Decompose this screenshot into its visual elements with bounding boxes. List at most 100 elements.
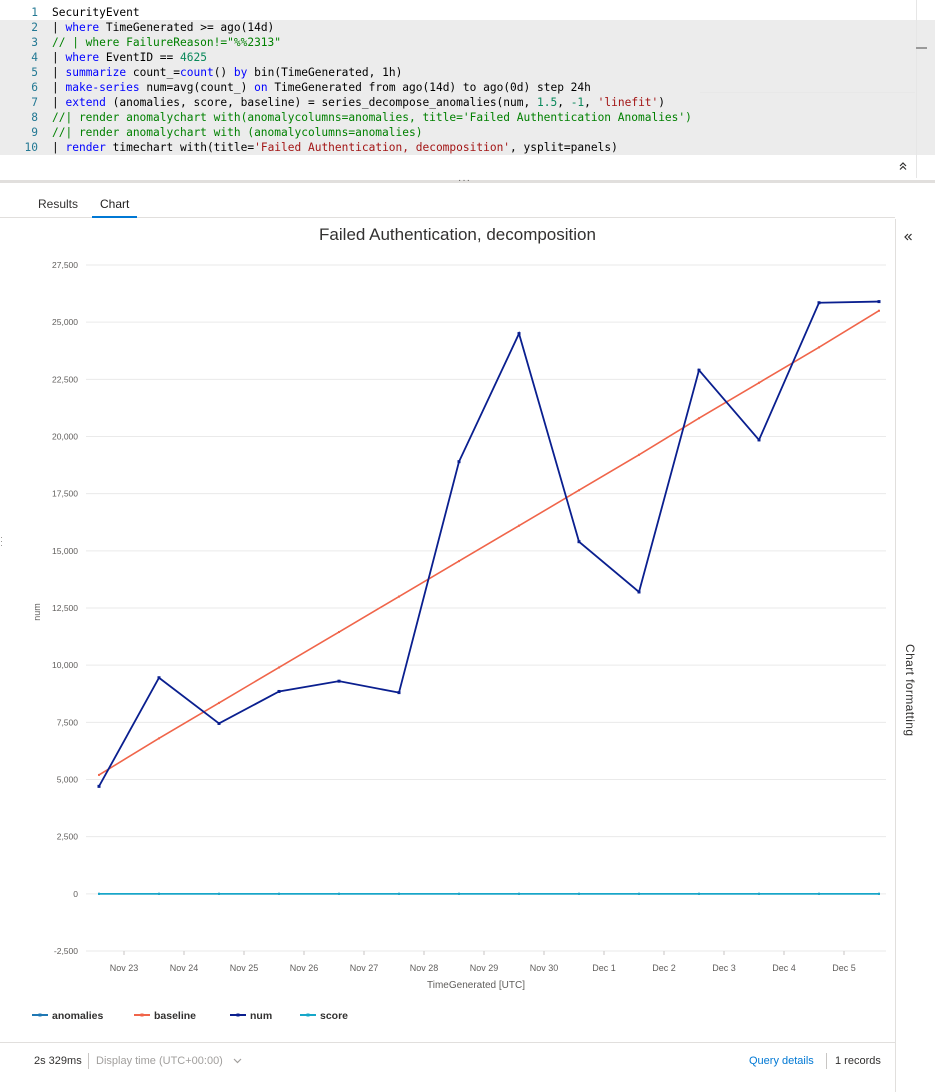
data-point-baseline: [818, 346, 820, 349]
code-line[interactable]: 2 | where TimeGenerated >= ago(14d): [0, 20, 935, 35]
x-tick-label: Dec 2: [652, 963, 676, 973]
code-token: |: [52, 81, 66, 94]
legend-label-baseline[interactable]: baseline: [154, 1010, 196, 1022]
code-line[interactable]: 1 SecurityEvent: [0, 5, 935, 20]
code-token: 'linefit': [597, 96, 659, 109]
double-chevron-up-icon[interactable]: [895, 160, 911, 176]
double-chevron-left-icon[interactable]: [902, 231, 914, 246]
x-tick-label: Dec 5: [832, 963, 856, 973]
code-text[interactable]: | make-series num=avg(count_) on TimeGen…: [52, 80, 591, 95]
code-token: TimeGenerated >= ago(14d): [99, 21, 275, 34]
line-number: 3: [31, 36, 38, 49]
data-point-score: [98, 892, 100, 895]
code-token: // | where FailureReason!="%%2313": [52, 36, 282, 49]
x-tick-label: Nov 28: [410, 963, 439, 973]
editor-results-splitter[interactable]: [0, 180, 935, 183]
query-details-link[interactable]: Query details: [749, 1055, 814, 1067]
data-point-num: [457, 460, 461, 464]
code-text[interactable]: | extend (anomalies, score, baseline) = …: [52, 95, 665, 110]
x-tick-label: Nov 23: [110, 963, 139, 973]
x-tick-label: Nov 24: [170, 963, 199, 973]
data-point-num: [817, 301, 821, 305]
data-point-baseline: [278, 666, 280, 669]
legend-label-num[interactable]: num: [250, 1010, 272, 1022]
tab-results[interactable]: Results: [38, 197, 79, 211]
x-tick-label: Dec 4: [772, 963, 796, 973]
code-text[interactable]: SecurityEvent: [52, 5, 140, 20]
code-text[interactable]: //| render anomalychart with(anomalycolu…: [52, 110, 692, 125]
data-point-baseline: [218, 701, 220, 704]
code-line[interactable]: 6 | make-series num=avg(count_) on TimeGe…: [0, 80, 935, 95]
divider: [826, 1053, 827, 1069]
code-text[interactable]: | render timechart with(title='Failed Au…: [52, 140, 618, 155]
data-point-score: [458, 892, 460, 895]
y-tick-label: 27,500: [52, 260, 78, 270]
tab-chart[interactable]: Chart: [91, 197, 138, 218]
code-token: EventID ==: [99, 51, 180, 64]
data-point-score: [698, 892, 700, 895]
code-line[interactable]: 8 //| render anomalychart with(anomalycol…: [0, 110, 935, 125]
code-text[interactable]: | where TimeGenerated >= ago(14d): [52, 20, 274, 35]
line-number: 6: [31, 81, 38, 94]
code-token: |: [52, 66, 66, 79]
data-point-baseline: [518, 524, 520, 527]
code-line[interactable]: 10 | render timechart with(title='Failed …: [0, 140, 935, 155]
display-time-select[interactable]: Display time (UTC+00:00): [96, 1055, 223, 1067]
data-point-baseline: [338, 631, 340, 634]
code-token: ,: [557, 96, 571, 109]
chart-title: Failed Authentication, decomposition: [319, 225, 596, 244]
code-text[interactable]: // | where FailureReason!="%%2313": [52, 35, 281, 50]
code-line[interactable]: 7 | extend (anomalies, score, baseline) =…: [0, 95, 935, 110]
code-line[interactable]: 9 //| render anomalychart with (anomalyco…: [0, 125, 935, 140]
data-point-baseline: [698, 417, 700, 420]
data-point-baseline: [638, 453, 640, 456]
data-point-num: [877, 300, 881, 304]
data-point-num: [757, 438, 761, 442]
y-tick-label: 22,500: [52, 374, 78, 384]
code-token: |: [52, 141, 66, 154]
data-point-num: [637, 590, 641, 594]
data-point-num: [517, 332, 521, 336]
legend-label-anomalies[interactable]: anomalies: [52, 1010, 104, 1022]
chart-formatting-label[interactable]: Chart formatting: [903, 644, 917, 737]
data-point-score: [758, 892, 760, 895]
code-token: //| render anomalychart with(anomalycolu…: [52, 111, 692, 124]
x-tick-label: Nov 25: [230, 963, 259, 973]
code-token: 'Failed Authentication, decomposition': [254, 141, 511, 154]
code-token: summarize: [65, 66, 127, 79]
chart-formatting-pane[interactable]: Chart formatting: [895, 219, 935, 1092]
code-line[interactable]: 3 // | where FailureReason!="%%2313": [0, 35, 935, 50]
divider: [88, 1053, 89, 1069]
code-token: where: [65, 21, 100, 34]
splitter-grip-icon[interactable]: ···: [458, 175, 471, 186]
left-grip-icon[interactable]: · · ·: [0, 532, 3, 550]
editor-scroll-position: [916, 47, 927, 49]
legend-marker-baseline: [140, 1013, 144, 1017]
series-line-baseline: [98, 310, 880, 776]
y-tick-label: 2,500: [57, 832, 79, 842]
code-token: num=avg(count_): [139, 81, 255, 94]
data-point-score: [638, 892, 640, 895]
code-text[interactable]: | summarize count_=count() by bin(TimeGe…: [52, 65, 402, 80]
code-line[interactable]: 4 | where EventID == 4625: [0, 50, 935, 65]
y-axis-label: num: [32, 603, 42, 621]
data-point-score: [278, 892, 280, 895]
chart-area: -2,500 0 2,500 5,000 7,500 10,000 12,500 15,000…: [32, 260, 886, 1022]
legend-label-score[interactable]: score: [320, 1010, 348, 1022]
result-tabs: Results Chart: [0, 193, 895, 218]
query-duration: 2s 329ms: [34, 1055, 82, 1067]
chevron-down-icon[interactable]: [232, 1055, 243, 1069]
x-tick-label: Dec 3: [712, 963, 736, 973]
editor-scrollbar[interactable]: [916, 0, 917, 178]
data-point-baseline: [398, 595, 400, 598]
code-line[interactable]: 5 | summarize count_=count() by bin(TimeG…: [0, 65, 935, 80]
code-text[interactable]: //| render anomalychart with (anomalycol…: [52, 125, 422, 140]
data-point-num: [97, 784, 101, 788]
x-tick-label: Nov 30: [530, 963, 559, 973]
code-text[interactable]: | where EventID == 4625: [52, 50, 207, 65]
data-point-baseline: [578, 489, 580, 492]
status-bar: 2s 329ms Display time (UTC+00:00) Query …: [0, 1042, 895, 1092]
line-number: 10: [24, 141, 38, 154]
query-editor[interactable]: 1 SecurityEvent 2 | where TimeGenerated >= …: [0, 0, 935, 183]
code-token: where: [65, 51, 100, 64]
